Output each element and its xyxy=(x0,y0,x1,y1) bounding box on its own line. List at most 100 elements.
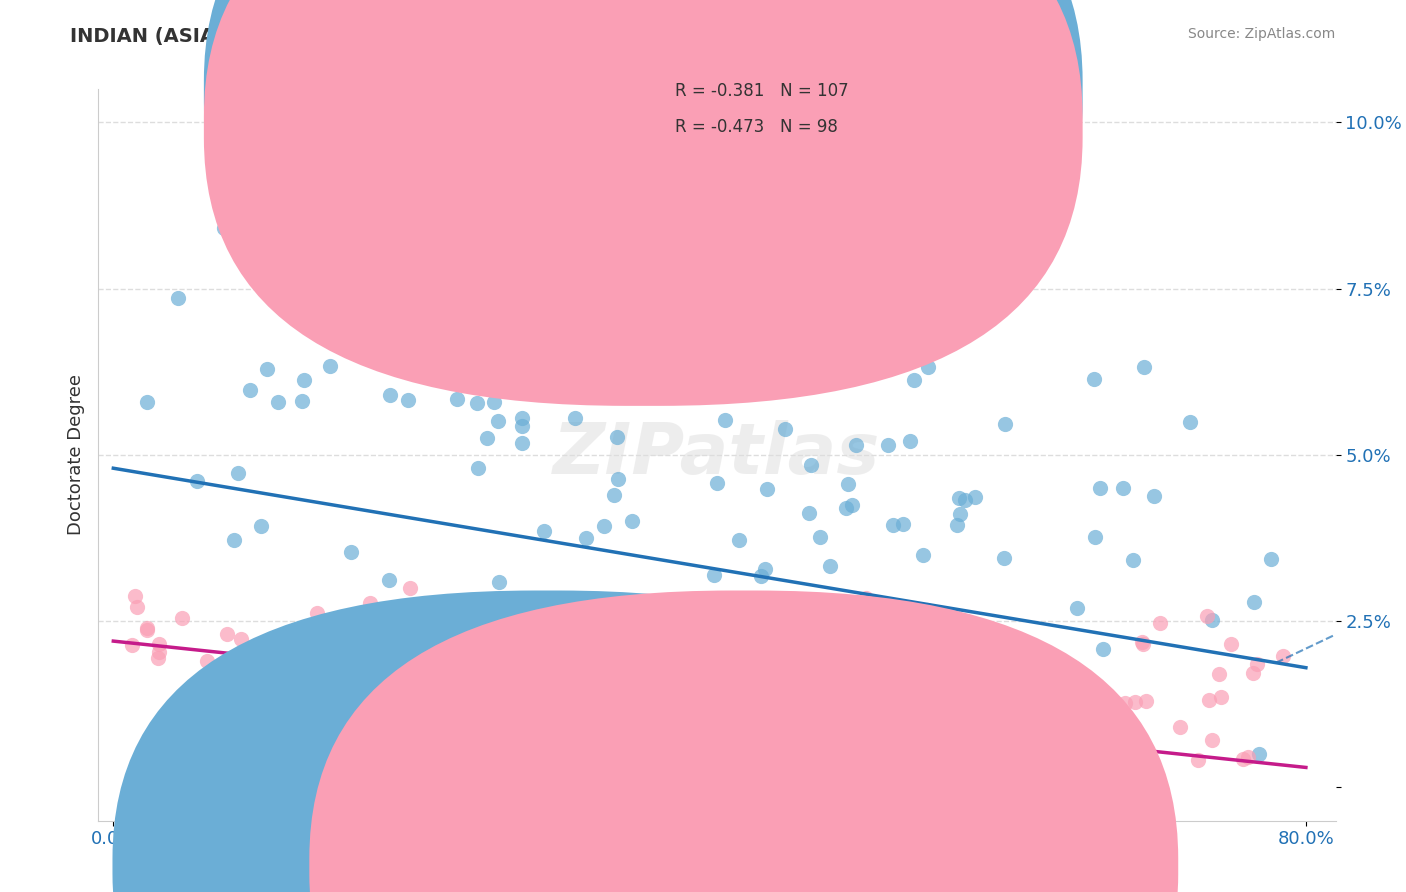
Point xyxy=(915,603,938,617)
Point xyxy=(512,418,534,433)
Point xyxy=(239,653,262,667)
Point xyxy=(790,687,813,701)
Point xyxy=(380,638,402,652)
Point xyxy=(834,354,856,368)
Point xyxy=(882,517,904,532)
Point xyxy=(299,200,322,214)
Point xyxy=(136,623,159,637)
Point xyxy=(148,637,170,651)
Point xyxy=(229,632,252,647)
Point xyxy=(510,410,533,425)
Point xyxy=(347,674,370,689)
Point xyxy=(1084,530,1107,544)
Point xyxy=(305,607,328,621)
Text: R = -0.381   N = 107: R = -0.381 N = 107 xyxy=(675,82,848,100)
Point xyxy=(127,600,149,615)
Point xyxy=(1133,359,1156,374)
Point xyxy=(1232,752,1254,766)
Point xyxy=(911,629,934,643)
Point xyxy=(250,518,273,533)
Point xyxy=(873,686,896,700)
Point xyxy=(256,362,278,376)
Point xyxy=(1111,481,1133,495)
Point xyxy=(1092,641,1115,656)
Point xyxy=(136,621,159,635)
Point xyxy=(713,412,735,426)
Point xyxy=(387,672,409,686)
Point xyxy=(399,581,422,595)
Point xyxy=(612,346,634,360)
Point xyxy=(475,430,498,444)
Point xyxy=(195,655,218,669)
Point xyxy=(135,395,157,409)
Point xyxy=(177,684,200,698)
Point xyxy=(706,476,728,491)
Point xyxy=(911,548,934,562)
Point xyxy=(547,656,569,670)
Point xyxy=(699,657,721,671)
Point xyxy=(738,720,761,734)
Point xyxy=(575,531,598,545)
Point xyxy=(596,263,619,277)
Point xyxy=(526,325,548,339)
Point xyxy=(1271,649,1294,664)
Point xyxy=(148,645,170,659)
Point xyxy=(571,635,593,649)
Point xyxy=(834,500,856,515)
Point xyxy=(886,301,908,315)
Point xyxy=(994,417,1017,431)
Point xyxy=(749,569,772,583)
Point xyxy=(693,346,716,360)
Point xyxy=(591,671,613,685)
Point xyxy=(377,573,399,587)
Point xyxy=(465,396,488,410)
Point xyxy=(1211,690,1233,704)
Point xyxy=(811,624,834,638)
Point xyxy=(454,365,477,379)
Point xyxy=(550,651,572,665)
Point xyxy=(1219,638,1241,652)
Point xyxy=(1143,489,1166,503)
Point xyxy=(146,650,169,665)
Point xyxy=(606,472,628,486)
Point xyxy=(949,644,972,658)
Point xyxy=(754,562,776,576)
Point xyxy=(672,661,695,675)
Point xyxy=(633,664,655,678)
Point xyxy=(763,648,786,662)
Point xyxy=(782,725,804,739)
Point xyxy=(876,438,898,452)
Point xyxy=(318,359,340,373)
Point xyxy=(540,767,562,781)
Point xyxy=(1088,481,1111,495)
Point xyxy=(993,551,1015,566)
Point xyxy=(1187,753,1209,767)
Point xyxy=(595,607,617,622)
Point xyxy=(523,655,546,669)
Point xyxy=(1123,695,1146,709)
Point xyxy=(564,411,586,425)
Point xyxy=(1149,616,1171,631)
Point xyxy=(264,656,287,670)
Point xyxy=(1168,721,1191,735)
Point xyxy=(799,458,821,473)
Point xyxy=(488,575,510,590)
Point xyxy=(683,353,706,368)
Point xyxy=(1046,724,1069,739)
Point xyxy=(778,640,800,654)
Point xyxy=(1122,553,1144,567)
Point xyxy=(742,343,765,357)
Point xyxy=(464,693,486,707)
Point xyxy=(841,498,863,512)
Point xyxy=(956,616,979,631)
Point xyxy=(515,604,537,618)
Point xyxy=(380,605,402,619)
Point xyxy=(745,691,768,706)
Point xyxy=(676,607,699,621)
Point xyxy=(1101,706,1123,720)
Point xyxy=(481,381,503,395)
Point xyxy=(467,619,489,633)
Point xyxy=(617,622,640,636)
Point xyxy=(727,289,749,303)
Point xyxy=(1021,726,1043,740)
